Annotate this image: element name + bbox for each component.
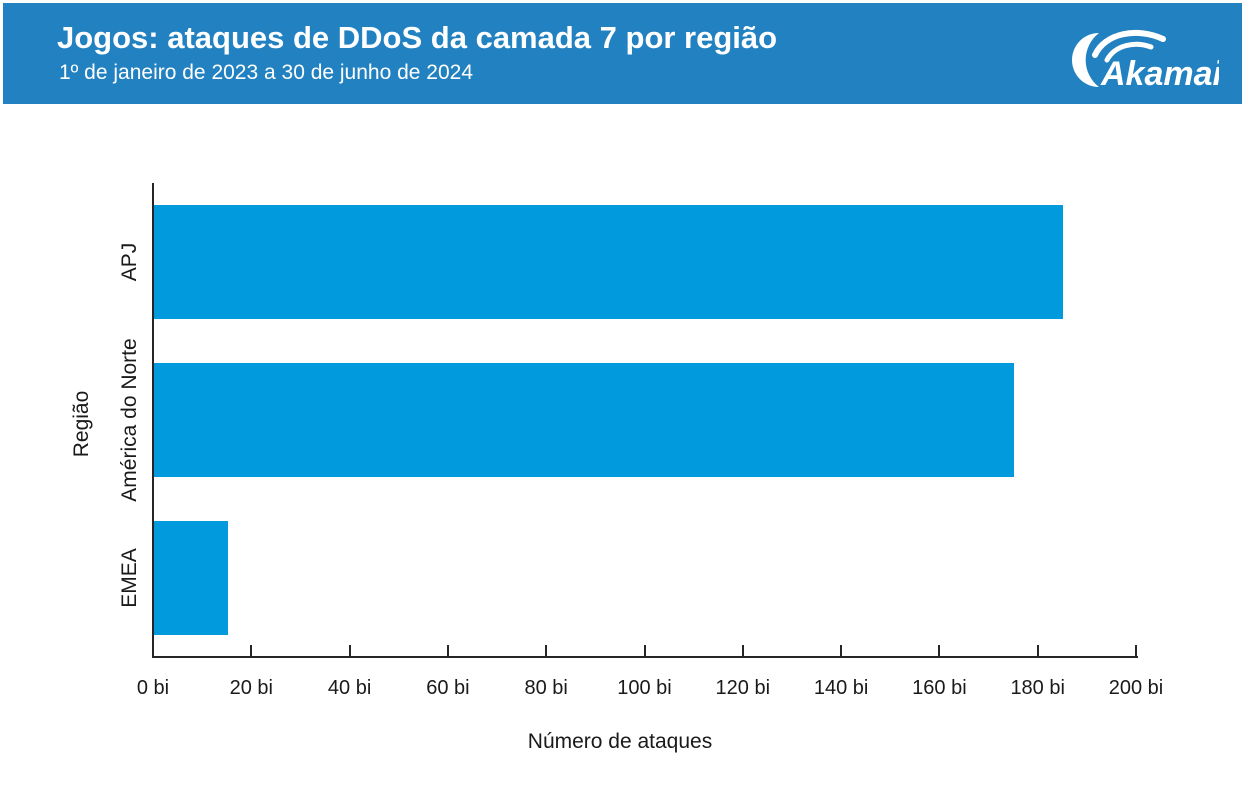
x-tick-120 — [741, 645, 744, 657]
bar-apj — [154, 205, 1064, 319]
x-tick-40 — [348, 645, 351, 657]
y-axis-title: Região — [70, 390, 93, 458]
y-tick-label-apj: APJ — [118, 242, 141, 282]
x-axis-title: Número de ataques — [527, 730, 713, 753]
x-tick-label-100: 100 bi — [617, 677, 672, 699]
x-tick-label-80: 80 bi — [524, 677, 568, 699]
header-banner: Jogos: ataques de DDoS da camada 7 por r… — [3, 3, 1242, 104]
chart-title: Jogos: ataques de DDoS da camada 7 por r… — [57, 20, 778, 55]
x-tick-label-200: 200 bi — [1108, 677, 1164, 699]
x-tick-label-180: 180 bi — [1010, 677, 1065, 699]
x-tick-100 — [643, 645, 646, 657]
bar-emea — [154, 521, 228, 635]
bar-america-do-norte — [154, 363, 1015, 477]
x-tick-label-0: 0 bi — [136, 677, 170, 699]
svg-text:Akamai: Akamai — [1100, 55, 1219, 93]
x-axis-line — [152, 656, 1138, 658]
y-tick-label-america-do-norte: América do Norte — [118, 338, 141, 502]
akamai-logo-icon: Akamai — [1072, 30, 1219, 93]
x-tick-label-20: 20 bi — [229, 677, 273, 699]
chart-subtitle: 1º de janeiro de 2023 a 30 de junho de 2… — [59, 61, 474, 84]
y-axis-line — [152, 183, 154, 658]
x-tick-0 — [152, 645, 154, 657]
x-tick-140 — [840, 645, 843, 657]
y-tick-label-emea: EMEA — [118, 548, 141, 608]
x-tick-20 — [250, 645, 253, 657]
x-tick-label-140: 140 bi — [813, 677, 869, 699]
x-tick-label-60: 60 bi — [426, 677, 470, 699]
x-tick-80 — [545, 645, 548, 657]
x-tick-180 — [1036, 645, 1039, 657]
x-tick-160 — [938, 645, 941, 657]
x-tick-200 — [1135, 645, 1137, 657]
x-tick-60 — [446, 645, 449, 657]
x-tick-label-40: 40 bi — [327, 677, 372, 699]
x-tick-label-160: 160 bi — [912, 677, 967, 699]
x-tick-label-120: 120 bi — [715, 677, 771, 699]
